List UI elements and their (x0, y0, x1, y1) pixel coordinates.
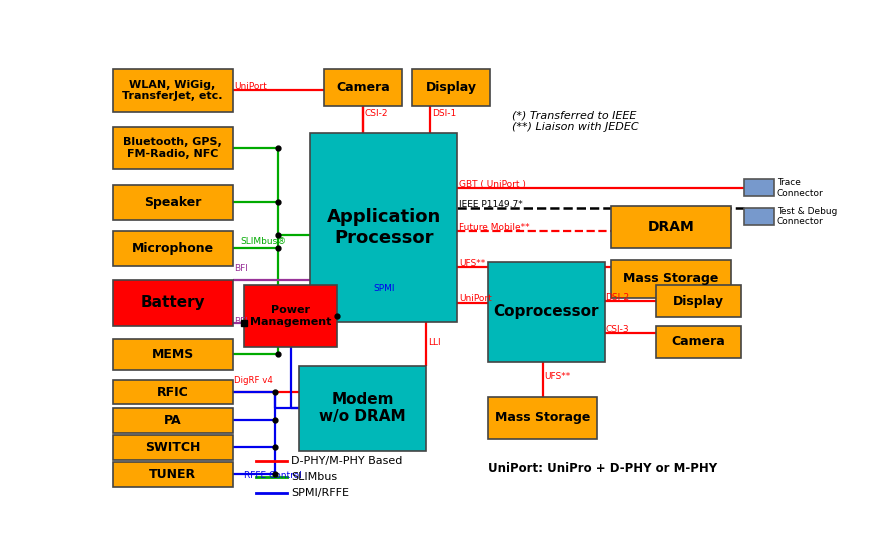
Text: GBT ( UniPort ): GBT ( UniPort ) (459, 180, 526, 189)
FancyBboxPatch shape (112, 231, 233, 266)
FancyBboxPatch shape (413, 69, 490, 106)
Text: UFS**: UFS** (459, 259, 485, 268)
FancyBboxPatch shape (298, 366, 427, 450)
FancyBboxPatch shape (611, 206, 731, 248)
Text: UniPort: UniPort (234, 82, 267, 91)
Text: (*) Transferred to IEEE
(**) Liaison with JEDEC: (*) Transferred to IEEE (**) Liaison wit… (512, 110, 638, 132)
Text: CSI-2: CSI-2 (364, 109, 388, 118)
FancyBboxPatch shape (656, 326, 741, 358)
Text: IEEE P1149.7*: IEEE P1149.7* (459, 200, 522, 209)
Text: RFIC: RFIC (156, 385, 189, 399)
Text: LLI: LLI (428, 337, 441, 347)
FancyBboxPatch shape (488, 396, 597, 439)
FancyBboxPatch shape (744, 208, 773, 225)
Text: BFI: BFI (234, 317, 248, 326)
FancyBboxPatch shape (656, 285, 741, 317)
Text: D-PHY/M-PHY Based: D-PHY/M-PHY Based (291, 456, 402, 466)
FancyBboxPatch shape (744, 180, 773, 197)
Text: Power
Management: Power Management (250, 305, 331, 327)
Text: Microphone: Microphone (131, 242, 214, 255)
Text: Bluetooth, GPS,
FM-Radio, NFC: Bluetooth, GPS, FM-Radio, NFC (123, 138, 222, 159)
Text: WLAN, WiGig,
TransferJet, etc.: WLAN, WiGig, TransferJet, etc. (123, 80, 222, 102)
Text: Coprocessor: Coprocessor (494, 305, 600, 319)
FancyBboxPatch shape (488, 262, 605, 362)
Text: DSI-1: DSI-1 (432, 109, 456, 118)
FancyBboxPatch shape (310, 133, 457, 322)
Text: PA: PA (163, 414, 182, 427)
Text: DRAM: DRAM (647, 220, 694, 234)
Text: Application
Processor: Application Processor (327, 208, 441, 247)
Text: Mass Storage: Mass Storage (495, 411, 590, 424)
Text: TUNER: TUNER (149, 468, 196, 481)
Text: Display: Display (426, 81, 477, 94)
Text: SLIMbus: SLIMbus (291, 472, 337, 482)
Text: Future Mobile**: Future Mobile** (459, 223, 529, 232)
Text: Test & Debug
Connector: Test & Debug Connector (777, 207, 837, 226)
Text: SWITCH: SWITCH (145, 441, 200, 454)
FancyBboxPatch shape (112, 408, 233, 433)
FancyBboxPatch shape (112, 379, 233, 405)
FancyBboxPatch shape (324, 69, 401, 106)
FancyBboxPatch shape (112, 435, 233, 460)
Text: UFS**: UFS** (544, 372, 570, 381)
Text: BFI: BFI (234, 264, 248, 274)
Text: Modem
w/o DRAM: Modem w/o DRAM (319, 392, 406, 424)
Text: Camera: Camera (336, 81, 389, 94)
Text: Mass Storage: Mass Storage (623, 272, 719, 286)
Text: SPMI/RFFE: SPMI/RFFE (291, 488, 348, 497)
Text: UniPort: UniPro + D-PHY or M-PHY: UniPort: UniPro + D-PHY or M-PHY (488, 462, 718, 475)
FancyBboxPatch shape (112, 127, 233, 169)
FancyBboxPatch shape (112, 69, 233, 112)
FancyBboxPatch shape (112, 462, 233, 486)
FancyBboxPatch shape (112, 185, 233, 219)
Text: Battery: Battery (140, 295, 205, 310)
Text: DigRF v4: DigRF v4 (234, 376, 273, 385)
FancyBboxPatch shape (112, 280, 233, 326)
Text: DSI-2: DSI-2 (606, 293, 629, 302)
Text: Camera: Camera (672, 335, 726, 348)
Text: CSI-3: CSI-3 (606, 325, 629, 334)
Text: Speaker: Speaker (144, 195, 202, 209)
FancyBboxPatch shape (611, 259, 731, 298)
Text: UniPort: UniPort (459, 294, 492, 304)
FancyBboxPatch shape (112, 339, 233, 370)
Text: RFFE Control: RFFE Control (244, 471, 302, 480)
Text: SPMI: SPMI (374, 284, 395, 293)
FancyBboxPatch shape (244, 285, 337, 347)
Text: SLIMbus®: SLIMbus® (241, 238, 287, 246)
Text: MEMS: MEMS (151, 348, 194, 361)
Text: Display: Display (673, 295, 724, 307)
Text: Trace
Connector: Trace Connector (777, 178, 824, 198)
